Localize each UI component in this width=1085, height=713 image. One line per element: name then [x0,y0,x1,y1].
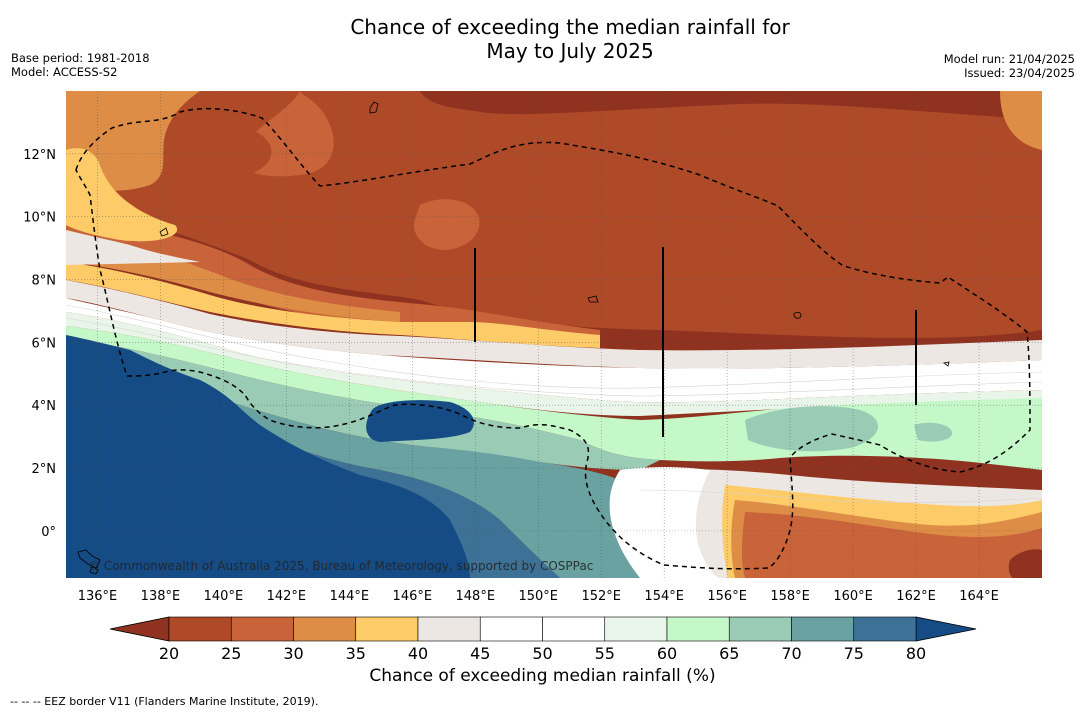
colorbar-tick-label: 30 [283,644,303,663]
longitude-tick-labels: 136°E 138°E 140°E 142°E 144°E 146°E 148°E 150°E… [78,589,999,604]
colorbar-title: Chance of exceeding median rainfall (%) [369,666,716,686]
colorbar: 20 25 30 35 40 45 50 55 60 65 70 75 80 [109,616,977,663]
latitude-tick-label: 6°N [32,336,57,351]
colorbar-tick-label: 75 [844,644,864,663]
colorbar-bin [355,616,419,642]
copyright-notice: © Commonwealth of Australia 2025, Bureau… [88,559,593,573]
field-band-gt80 [66,335,474,578]
colorbar-tick-label: 25 [221,644,241,663]
colorbar-bin [293,616,357,642]
longitude-tick-label: 160°E [833,589,873,604]
longitude-tick-label: 158°E [770,589,810,604]
model-run-label: Model run: 21/04/2025 [943,52,1075,66]
eez-border [75,107,1031,570]
longitude-tick-label: 150°E [518,589,558,604]
latitude-tick-labels: 0° 2°N 4°N 6°N 8°N 10°N 12°N [23,148,56,540]
field-patch-20-25-ring [192,125,272,179]
latitude-tick-label: 8°N [32,274,57,289]
colorbar-bin [604,616,668,642]
longitude-tick-label: 148°E [456,589,496,604]
colorbar-tick-label: 35 [346,644,366,663]
probability-field: © Commonwealth of Australia 2025, Bureau… [66,91,1042,578]
colorbar-bin [230,616,294,642]
latitude-tick-label: 12°N [23,148,56,163]
field-band-lowright-25-30 [741,512,1042,578]
map-title-line1: Chance of exceeding the median rainfall … [350,15,790,39]
atoll-chains [474,247,917,437]
field-band-lowright-45-55 [609,467,720,578]
colorbar-tick-label: 40 [408,644,428,663]
field-band-45-55 [66,298,1042,403]
map-title-line2: May to July 2025 [486,39,654,63]
longitude-tick-label: 136°E [78,589,118,604]
colorbar-tick-label: 60 [657,644,677,663]
base-period-label: Base period: 1981-2018 [11,51,150,65]
field-band-55-60 [66,312,1042,416]
colorbar-under-arrow [109,616,170,642]
longitude-tick-label: 154°E [644,589,684,604]
map-grid [66,91,1042,578]
issued-label: Issued: 23/04/2025 [964,66,1075,80]
colorbar-bin [479,616,543,642]
contour-lines [66,304,1042,503]
field-band-lowright-lt20 [1008,549,1042,578]
longitude-tick-label: 152°E [581,589,621,604]
longitude-tick-label: 140°E [204,589,244,604]
latitude-tick-label: 2°N [32,462,57,477]
colorbar-tick-label: 55 [595,644,615,663]
longitude-tick-label: 164°E [959,589,999,604]
longitude-tick-label: 144°E [330,589,370,604]
colorbar-bin [542,616,606,642]
longitude-tick-label: 162°E [896,589,936,604]
field-patch-70-75-small [302,427,331,445]
colorbar-bin [791,616,855,642]
field-band-30-35 [66,91,1042,322]
latitude-tick-label: 0° [41,525,56,540]
colorbar-bin [853,616,917,642]
field-patch-25-30-mid [413,199,480,250]
colorbar-tick-label: 50 [532,644,552,663]
field-band-65-70 [66,338,953,470]
longitude-tick-label: 138°E [141,589,181,604]
longitude-tick-label: 142°E [267,589,307,604]
colorbar-tick-label: 70 [781,644,801,663]
colorbar-bin [417,616,481,642]
colorbar-bin [666,616,730,642]
colorbar-bin [168,616,232,642]
eez-legend-footnote: -- -- -- EEZ border V11 (Flanders Marine… [10,695,319,708]
longitude-tick-label: 156°E [707,589,747,604]
longitude-tick-label: 146°E [393,589,433,604]
coastlines [77,101,950,575]
colorbar-tick-label: 20 [159,644,179,663]
colorbar-bin [728,616,792,642]
field-band-35-40 [66,148,600,348]
colorbar-tick-label: 80 [906,644,926,663]
latitude-tick-label: 10°N [23,211,56,226]
colorbar-over-arrow [915,616,977,642]
colorbar-tick-label: 65 [719,644,739,663]
field-band-40-45 [66,230,1042,369]
latitude-tick-label: 4°N [32,399,57,414]
colorbar-tick-label: 45 [470,644,490,663]
model-label: Model: ACCESS-S2 [11,65,118,79]
